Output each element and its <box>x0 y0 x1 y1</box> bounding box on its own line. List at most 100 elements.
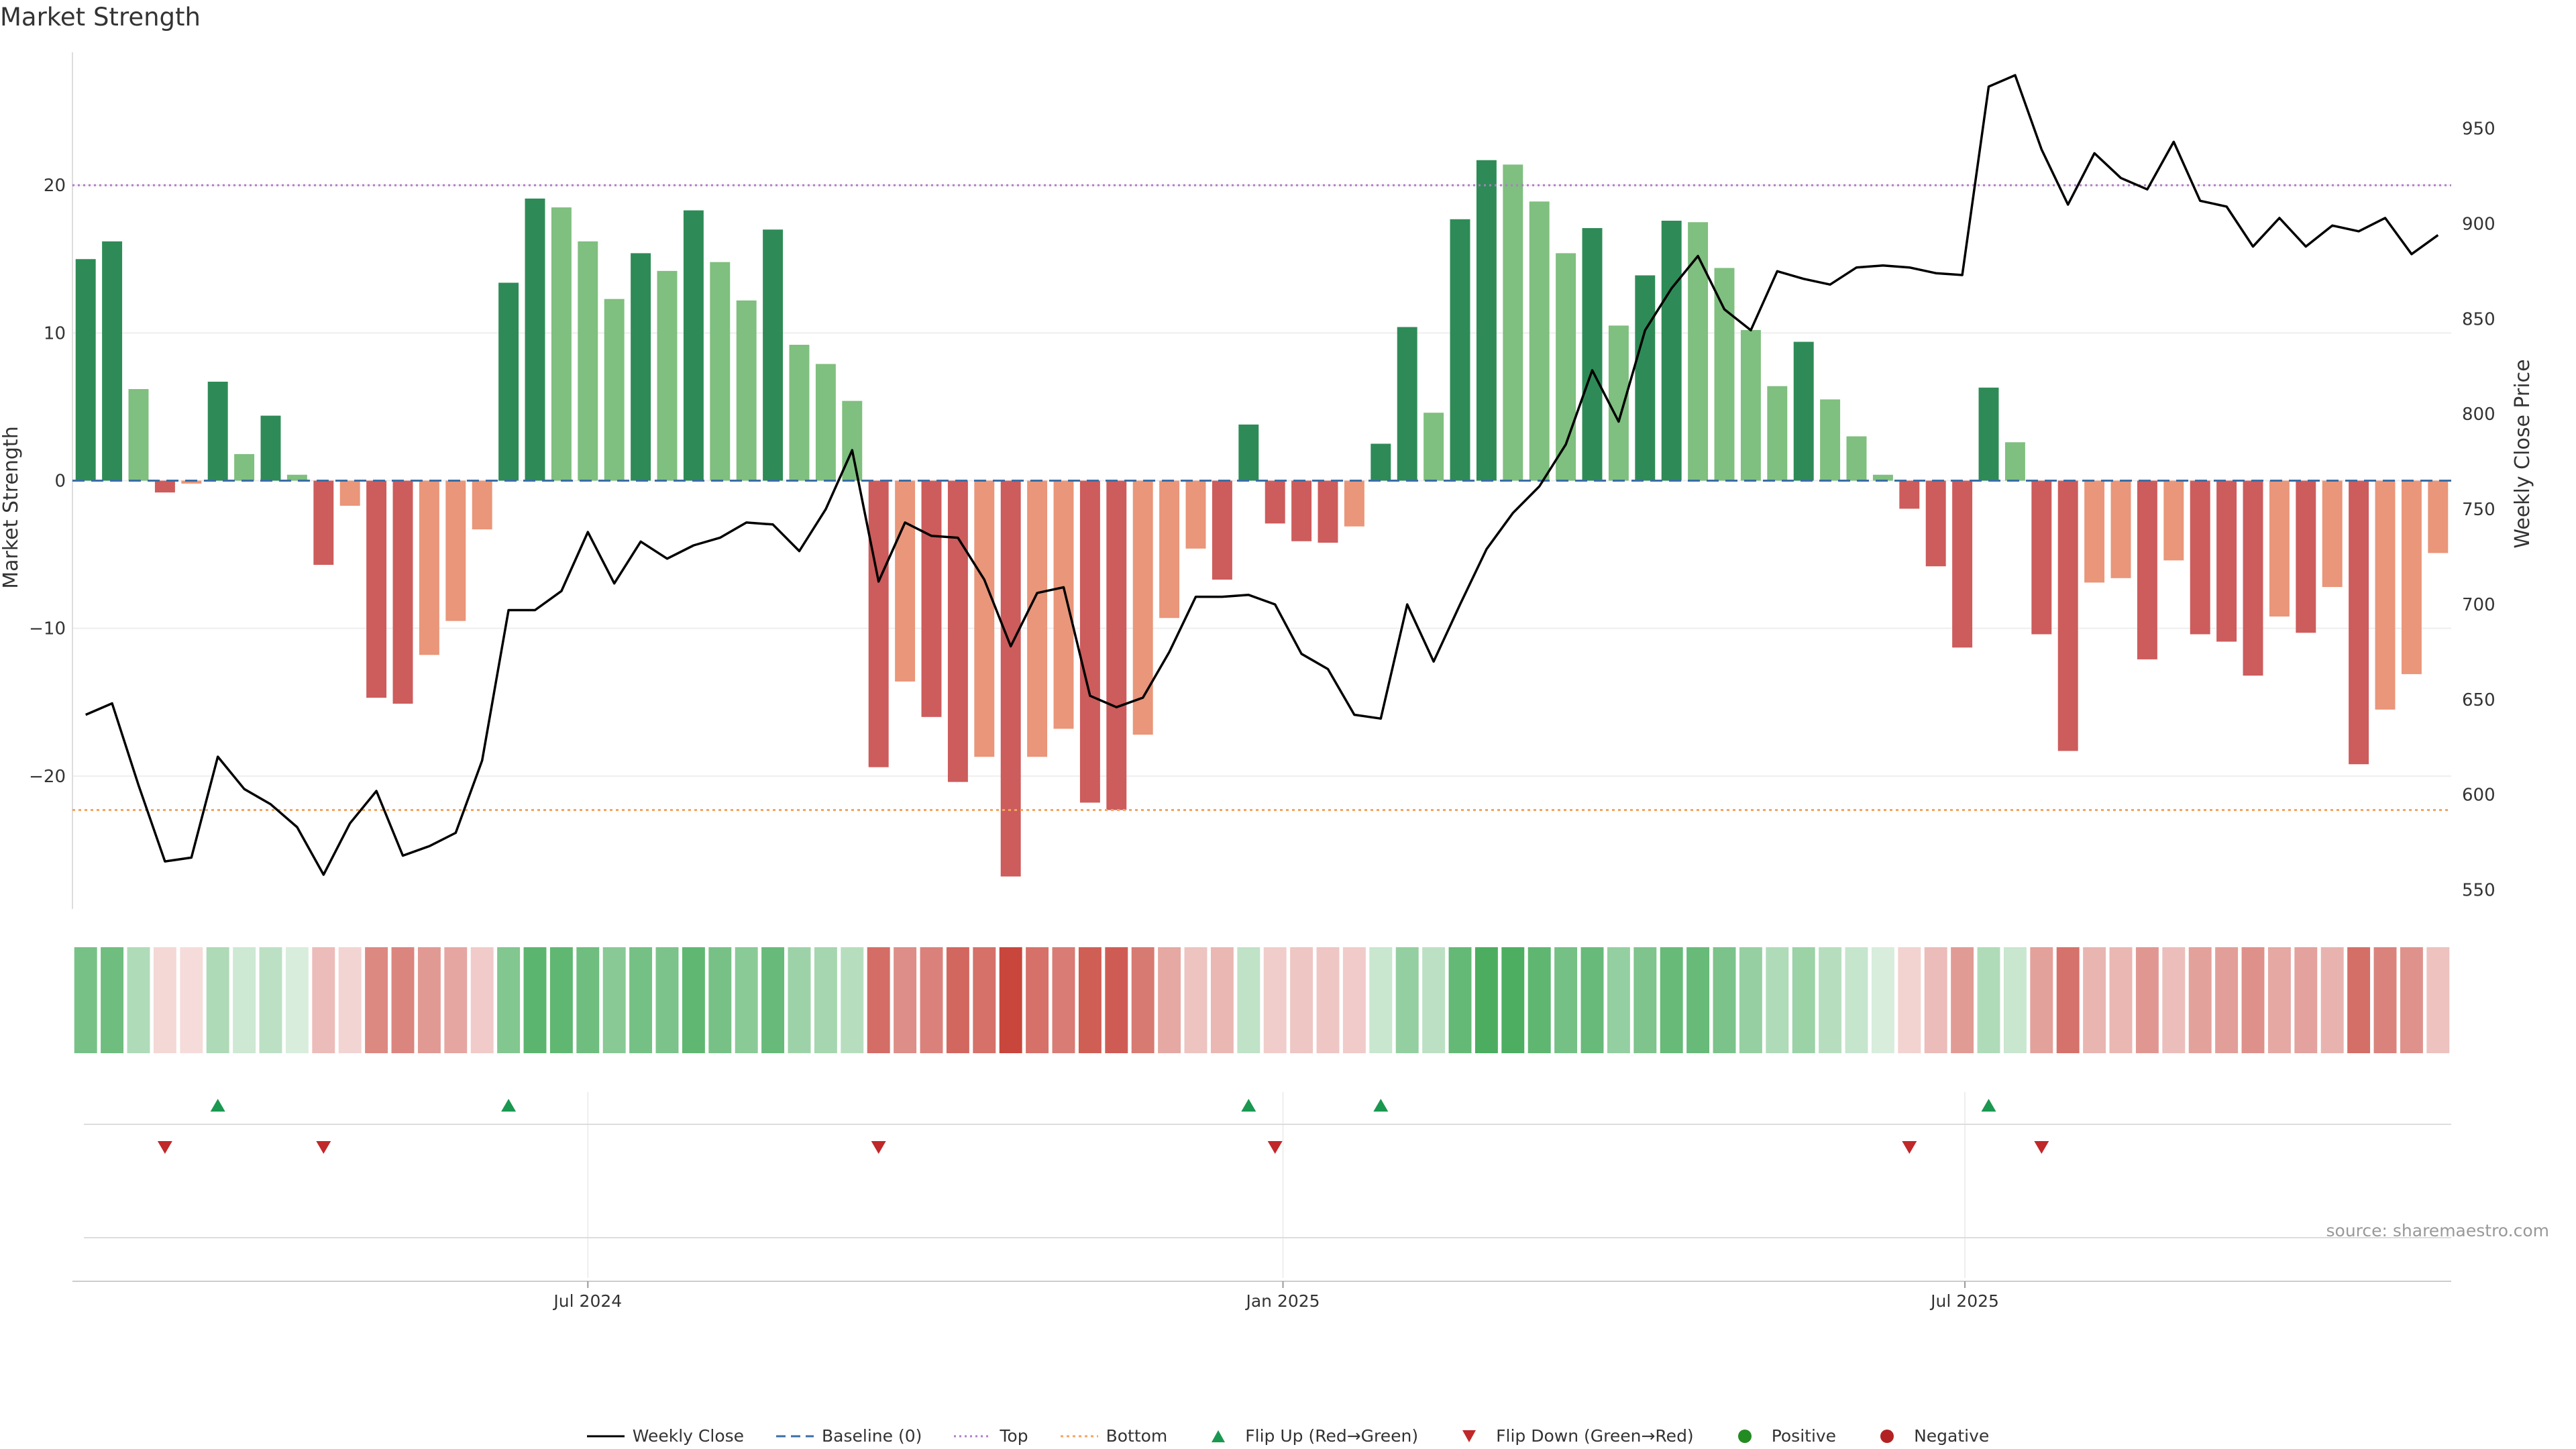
heat-cell <box>2320 947 2344 1053</box>
legend-swatch-icon <box>1212 1430 1226 1442</box>
heat-cell <box>2215 947 2239 1053</box>
strength-bar <box>1027 480 1048 757</box>
heat-cell <box>973 947 996 1053</box>
heat-cell <box>285 947 309 1053</box>
legend-item: Top <box>954 1426 1028 1446</box>
strength-bar <box>445 480 466 621</box>
flip-down-marker <box>1267 1141 1283 1154</box>
strength-bar <box>631 253 651 481</box>
left-tick-label: −20 <box>29 767 66 787</box>
heat-cell <box>2400 947 2423 1053</box>
heat-cell <box>946 947 969 1053</box>
flip-up-marker <box>501 1099 517 1112</box>
flip-down-marker <box>157 1141 172 1154</box>
strength-bar <box>1371 443 1391 481</box>
x-tick-label: Jul 2024 <box>552 1291 622 1311</box>
heat-cell <box>1290 947 1313 1053</box>
heat-cell <box>338 947 362 1053</box>
legend-item: Flip Up (Red→Green) <box>1199 1426 1418 1446</box>
strength-bar <box>286 474 307 481</box>
heat-cell <box>2294 947 2318 1053</box>
strength-bar <box>154 480 175 493</box>
heat-cell <box>2188 947 2212 1053</box>
heat-cell <box>206 947 229 1053</box>
weekly-close-line <box>85 74 2439 876</box>
strength-bar <box>1291 480 1312 541</box>
strength-bar <box>1952 480 1973 648</box>
y-axis-right-label: Weekly Close Price <box>2511 359 2534 548</box>
left-tick-label: −10 <box>29 619 66 639</box>
flip-down-marker <box>2034 1141 2049 1154</box>
heat-cell <box>391 947 415 1053</box>
legend-label: Top <box>1000 1426 1028 1446</box>
heat-cell <box>1977 947 2000 1053</box>
strength-bar <box>2110 480 2131 578</box>
strength-bar <box>710 262 731 481</box>
strength-bar <box>1424 413 1444 481</box>
strength-bar <box>1635 275 1656 481</box>
heat-cell <box>259 947 282 1053</box>
heat-cell <box>1105 947 1128 1053</box>
strength-bar <box>1688 222 1709 481</box>
strength-bar <box>789 344 810 481</box>
flip-up-marker <box>1241 1099 1256 1112</box>
flip-down-marker <box>871 1141 886 1154</box>
heat-cell <box>1395 947 1419 1053</box>
strength-bar <box>366 480 387 698</box>
heat-cell <box>1739 947 1762 1053</box>
source-note: source: sharemaestro.com <box>2326 1221 2550 1240</box>
strength-bar <box>578 241 598 481</box>
right-tick-label: 750 <box>2462 500 2496 520</box>
heat-cell <box>497 947 521 1053</box>
x-tick-label: Jan 2025 <box>1244 1291 1320 1311</box>
strength-bar <box>2031 480 2052 635</box>
flip-up-marker <box>1981 1099 1996 1112</box>
legend-swatch-icon <box>776 1435 814 1437</box>
heat-cell <box>735 947 758 1053</box>
heat-cell <box>1792 947 1815 1053</box>
heat-cell <box>1474 947 1498 1053</box>
legend-item: Negative <box>1868 1426 1989 1446</box>
heat-cell <box>417 947 441 1053</box>
heat-cell <box>1422 947 1446 1053</box>
legend-label: Flip Up (Red→Green) <box>1245 1426 1419 1446</box>
right-tick-label: 550 <box>2462 881 2496 901</box>
strength-bar <box>1529 201 1550 481</box>
right-tick-label: 950 <box>2462 119 2496 140</box>
heat-cell <box>708 947 732 1053</box>
heat-cell <box>365 947 388 1053</box>
legend-swatch-icon <box>954 1435 992 1437</box>
heat-cell <box>2109 947 2133 1053</box>
strength-bar <box>895 480 916 682</box>
strength-bar <box>525 198 545 481</box>
heat-cell <box>1501 947 1525 1053</box>
heat-cell <box>1527 947 1551 1053</box>
heat-cell <box>867 947 890 1053</box>
strength-bar <box>1872 474 1893 481</box>
heat-cell <box>1951 947 1974 1053</box>
heat-cell <box>1448 947 1472 1053</box>
legend-label: Bottom <box>1106 1426 1168 1446</box>
strength-bar <box>1106 480 1127 810</box>
strength-bar <box>392 480 413 704</box>
heat-cell <box>2135 947 2159 1053</box>
right-tick-label: 900 <box>2462 214 2496 234</box>
heat-cell <box>894 947 917 1053</box>
right-tick-label: 800 <box>2462 405 2496 425</box>
strength-bar <box>2243 480 2263 676</box>
right-tick-label: 700 <box>2462 595 2496 615</box>
strength-bar <box>1740 329 1761 481</box>
heat-cell <box>1660 947 1683 1053</box>
heat-cell <box>1316 947 1340 1053</box>
legend-swatch-icon <box>586 1435 625 1437</box>
chart-title: Market Strength <box>0 3 201 32</box>
heat-cell <box>602 947 626 1053</box>
heat-cell <box>2003 947 2027 1053</box>
strength-bar <box>1661 220 1682 481</box>
strength-bar <box>815 364 836 481</box>
strength-bar <box>1925 480 1946 567</box>
strength-bar <box>2057 480 2078 751</box>
heat-cell <box>1580 947 1604 1053</box>
heat-cell <box>814 947 837 1053</box>
